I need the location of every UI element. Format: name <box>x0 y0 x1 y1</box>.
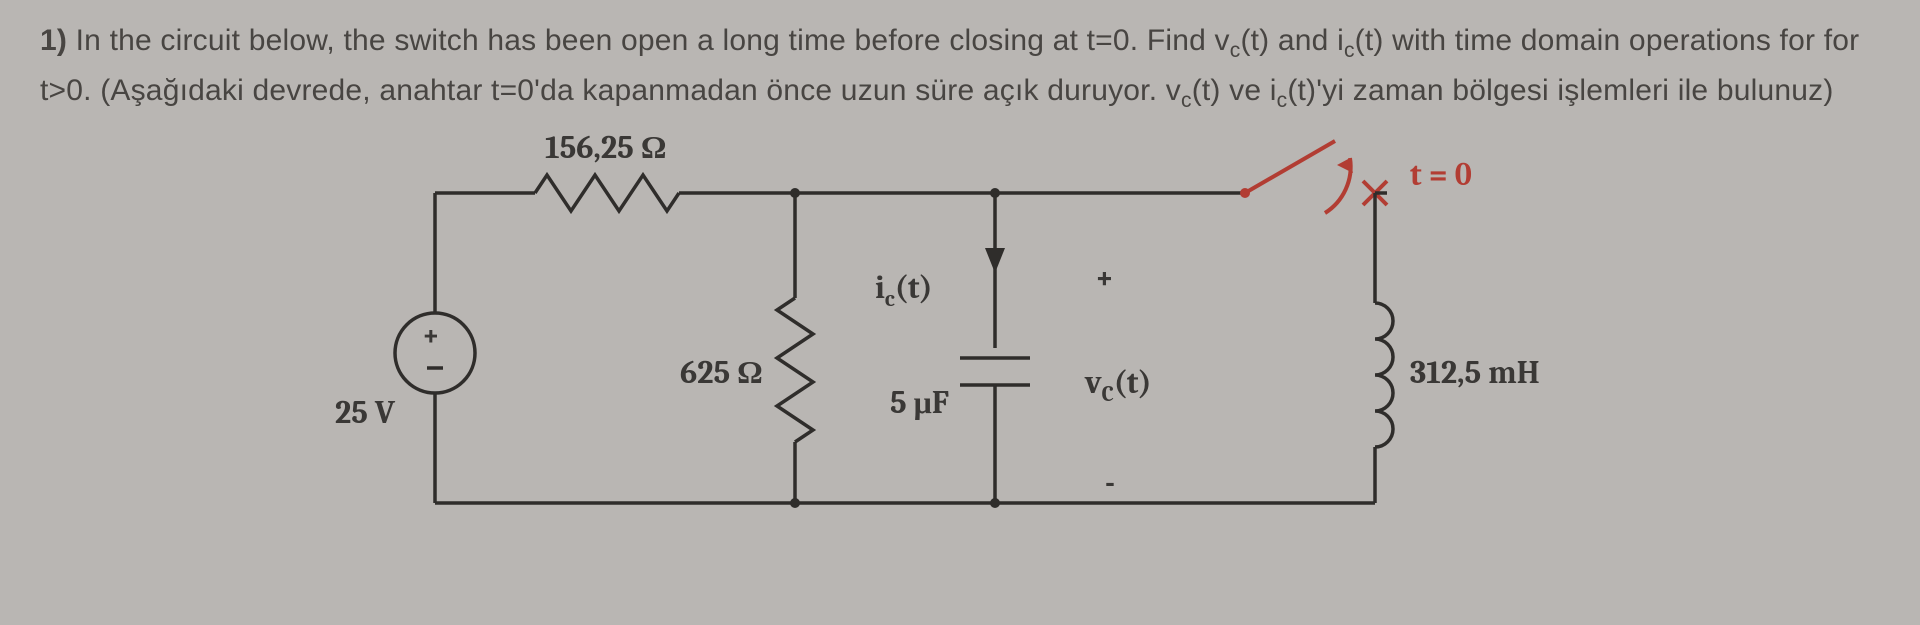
switch-label: t = 0 <box>1410 156 1472 193</box>
q-tr-part1: (t) ve i <box>1192 74 1277 107</box>
question-text: 1) In the circuit below, the switch has … <box>40 18 1890 117</box>
q-en-part1: In the circuit below, the switch has bee… <box>76 24 1230 57</box>
vc-minus: - <box>1105 464 1115 501</box>
circuit-diagram: + 25 V 156,25 Ω <box>315 123 1615 553</box>
vc-plus: + <box>1095 259 1114 296</box>
q-tr-sub2: c <box>1277 89 1288 112</box>
q-en-sub2: c <box>1344 39 1355 62</box>
q-tr-part2: (t)'yi zaman bölgesi işlemleri ile bulun… <box>1287 74 1833 107</box>
vc-label: vC(t) <box>1084 364 1152 407</box>
r1-label: 156,25 Ω <box>545 129 666 166</box>
q-en-part2: (t) and i <box>1240 24 1344 57</box>
q-tr-sub1: c <box>1181 89 1192 112</box>
source-voltage-label: 25 V <box>335 394 396 431</box>
r2-label: 625 Ω <box>680 354 763 391</box>
inductor-label: 312,5 mH <box>1410 354 1540 391</box>
ic-label: ic(t) <box>875 269 933 312</box>
q-en-sub1: c <box>1230 39 1241 62</box>
question-number: 1) <box>40 24 67 57</box>
source-plus: + <box>422 318 440 353</box>
ic-arrow <box>985 248 1005 273</box>
capacitor-label: 5 μF <box>890 384 949 421</box>
